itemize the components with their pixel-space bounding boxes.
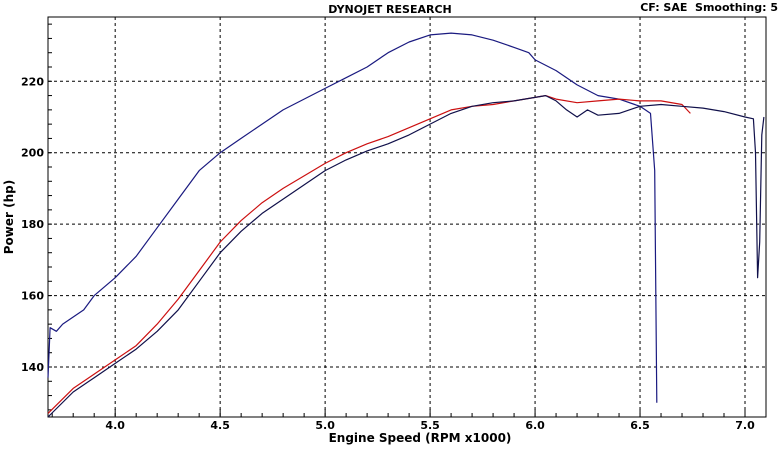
y-tick-label: 140 [21, 361, 44, 374]
x-tick-label: 7.0 [735, 419, 755, 432]
y-tick-label: 160 [21, 290, 44, 303]
x-tick-label: 4.0 [105, 419, 125, 432]
x-axis-label: Engine Speed (RPM x1000) [329, 431, 512, 445]
series-line-1 [47, 32, 658, 403]
minor-ticks [48, 23, 767, 417]
y-tick-label: 200 [21, 147, 44, 160]
x-tick-label: 5.5 [420, 419, 440, 432]
grid-lines [48, 17, 766, 417]
y-axis-label: Power (hp) [2, 180, 16, 254]
x-tick-label: 5.0 [315, 419, 335, 432]
y-tick-labels: 140 160 180 200 220 [21, 75, 44, 374]
chart-title: DYNOJET RESEARCH [328, 3, 451, 16]
x-tick-label: 4.5 [210, 419, 230, 432]
x-tick-label: 6.5 [630, 419, 650, 432]
series-line-2 [47, 95, 691, 414]
y-tick-label: 220 [21, 75, 44, 88]
series-layer [47, 32, 765, 418]
y-tick-label: 180 [21, 218, 44, 231]
chart-info: CF: SAE Smoothing: 5 [640, 1, 778, 14]
x-tick-label: 6.0 [525, 419, 545, 432]
series-line-3 [47, 95, 765, 418]
x-tick-labels: 4.0 4.5 5.0 5.5 6.0 6.5 7.0 [105, 419, 755, 432]
plot-area [47, 16, 767, 418]
